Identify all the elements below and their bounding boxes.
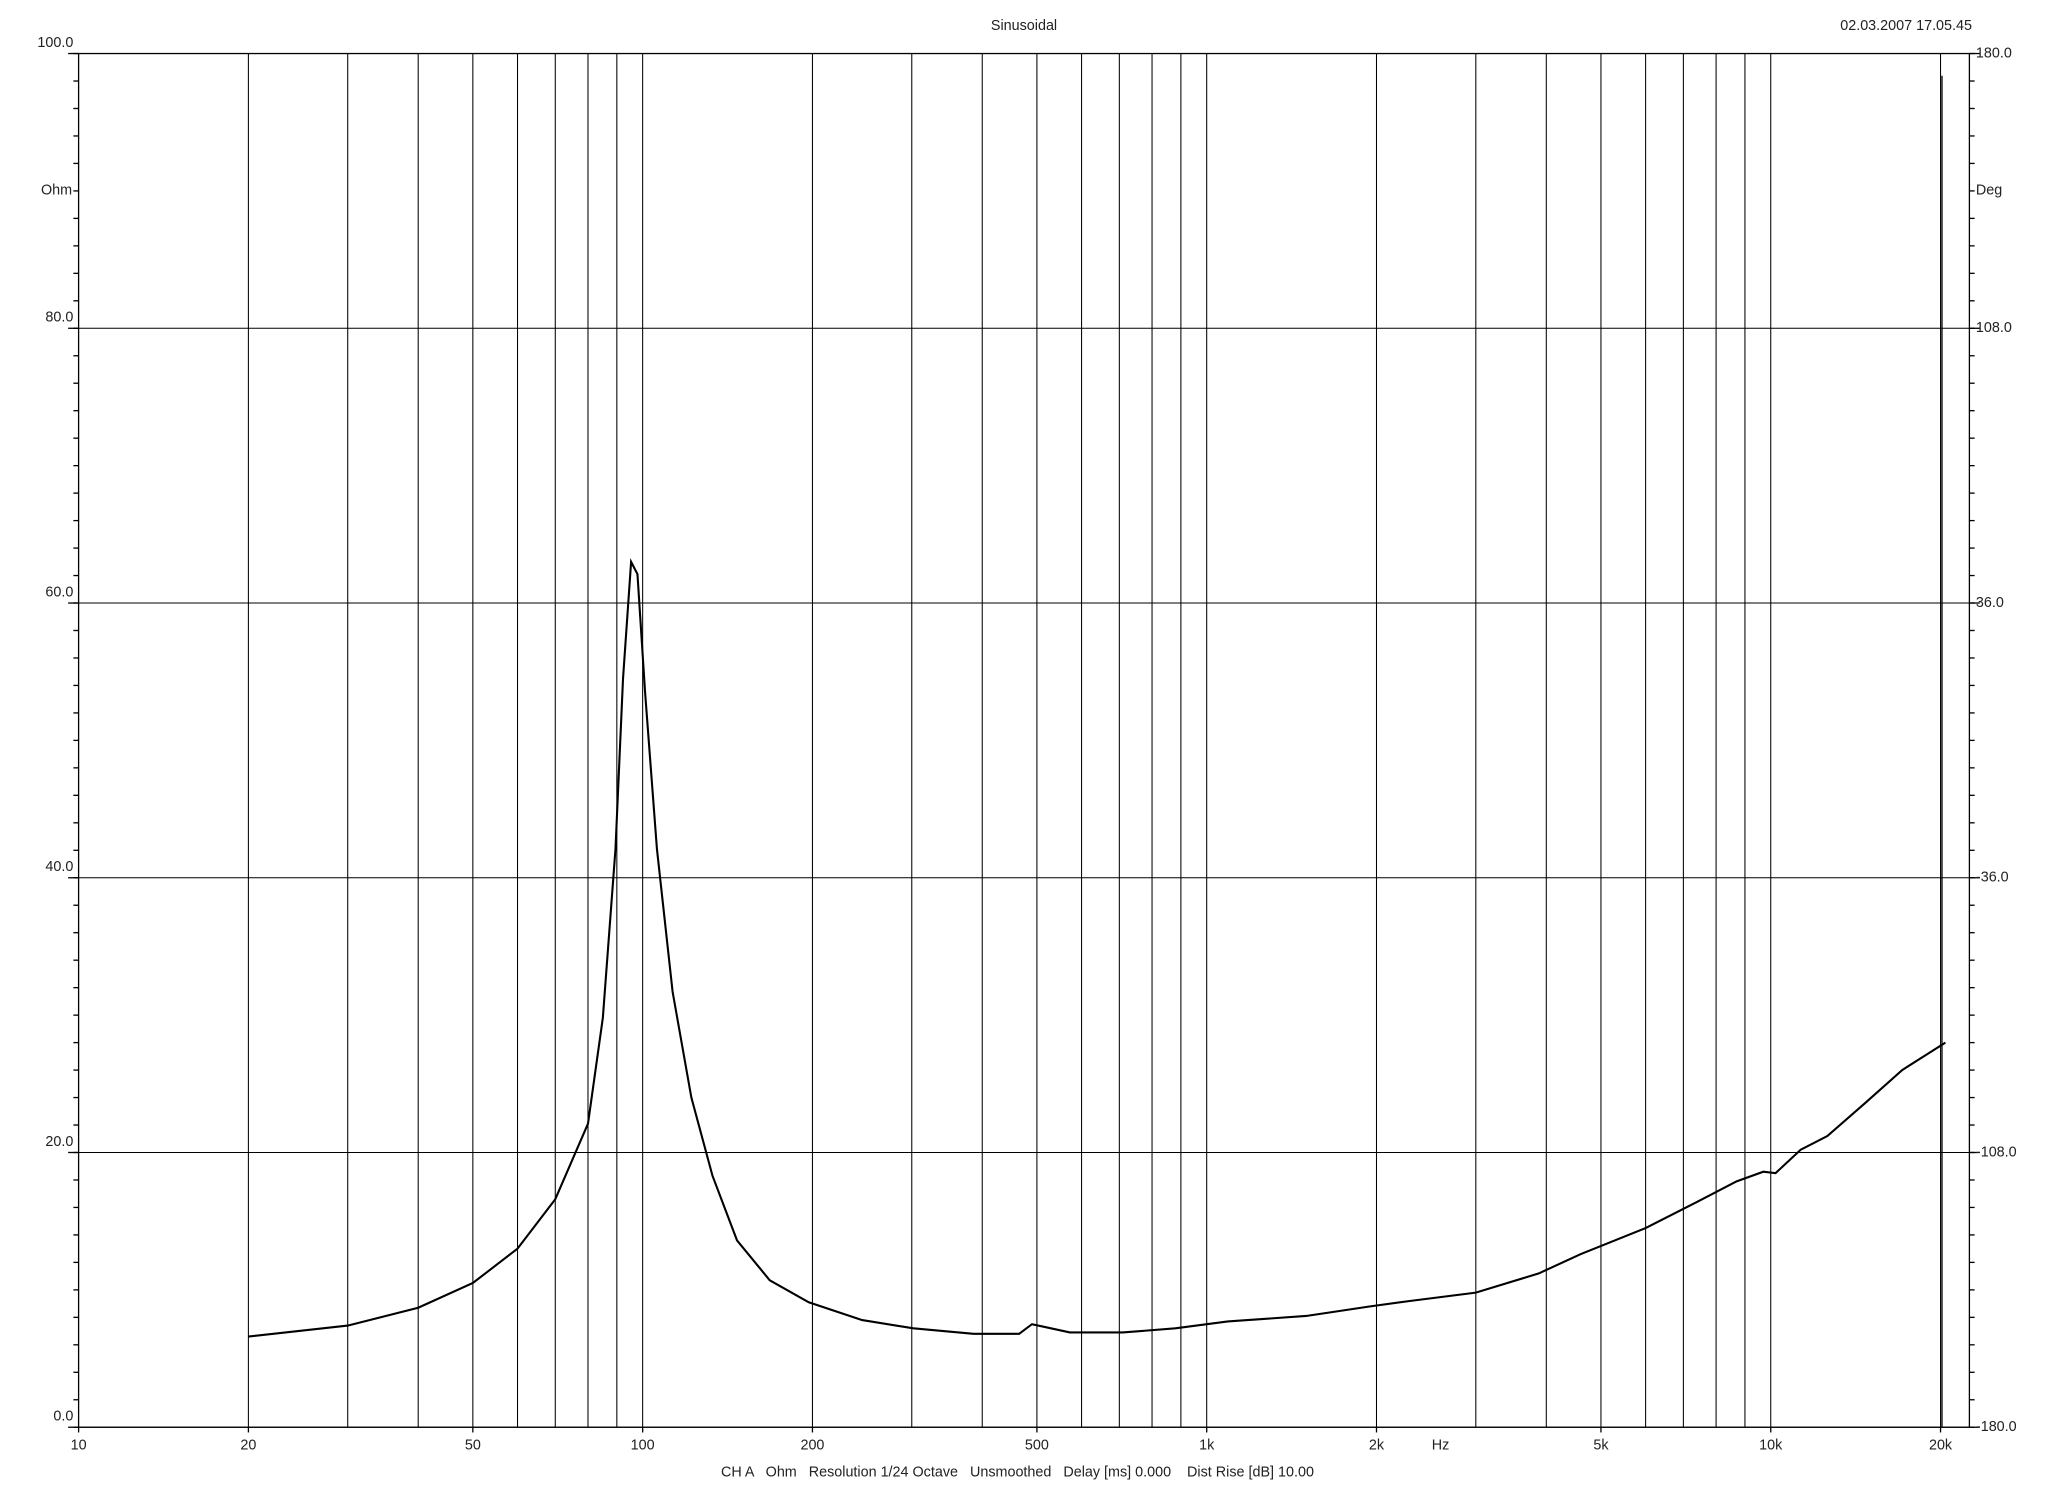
chart-title: Sinusoidal (991, 18, 1057, 34)
y2-tick-label: 180.0 (1976, 45, 2012, 61)
y-tick-label: 80.0 (45, 310, 73, 326)
y2-tick-label: 108.0 (1976, 320, 2012, 336)
x-tick-label: 10 (71, 1437, 87, 1453)
y-tick-label: 40.0 (45, 859, 73, 875)
timestamp: 02.03.2007 17.05.45 (1840, 18, 1972, 34)
y2-tick-label: -180.0 (1976, 1419, 2017, 1435)
y-tick-label: 60.0 (45, 584, 73, 600)
x-tick-label: 200 (800, 1437, 824, 1453)
x-axis-unit: Hz (1432, 1437, 1450, 1453)
x-tick-label: 20k (1929, 1437, 1953, 1453)
x-tick-label: 500 (1025, 1437, 1049, 1453)
x-tick-label: 50 (465, 1437, 481, 1453)
y-tick-label: 20.0 (45, 1134, 73, 1150)
x-tick-label: 2k (1369, 1437, 1385, 1453)
x-tick-label: 5k (1593, 1437, 1609, 1453)
y-tick-label: 0.0 (53, 1409, 73, 1425)
y2-tick-label: 36.0 (1976, 595, 2004, 611)
x-tick-label: 20 (240, 1437, 256, 1453)
x-tick-label: 1k (1199, 1437, 1215, 1453)
x-tick-label: 100 (631, 1437, 655, 1453)
y2-axis-unit: Deg (1976, 182, 2002, 198)
y-tick-label: 100.0 (37, 35, 73, 51)
impedance-line (248, 557, 1946, 1338)
plot-frame (77, 52, 1971, 1428)
y2-tick-label: -36.0 (1976, 870, 2009, 886)
footer: CH A Ohm Resolution 1/24 Octave Unsmooth… (721, 1465, 1314, 1481)
y-axis-unit: Ohm (41, 182, 72, 198)
x-tick-label: 10k (1759, 1437, 1783, 1453)
y2-tick-label: -108.0 (1976, 1144, 2017, 1160)
